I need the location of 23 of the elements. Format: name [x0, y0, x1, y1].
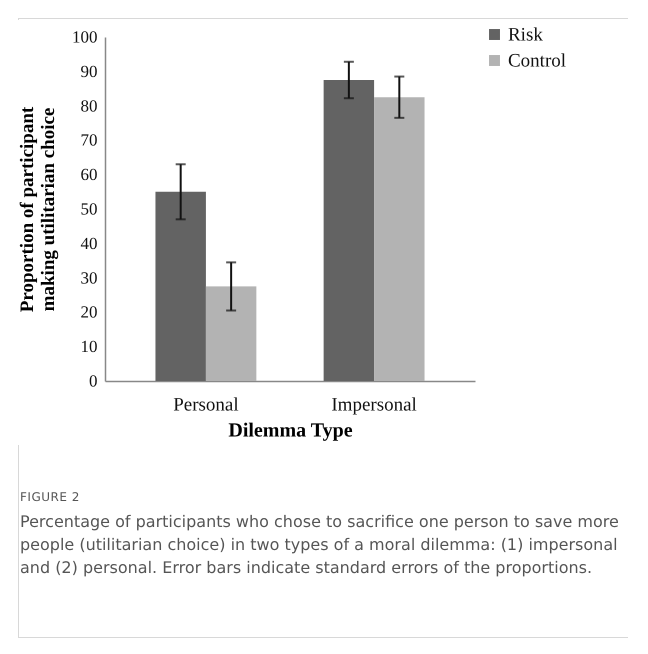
y-tick-label: 50 [80, 200, 98, 218]
y-tick-label: 70 [80, 130, 98, 150]
y-tick-label: 100 [72, 28, 98, 46]
x-axis-title: Dilemma Type [228, 420, 353, 442]
y-tick-label: 10 [80, 337, 98, 356]
caption: FIGURE 2 [20, 490, 81, 504]
y-tick-label: 60 [80, 165, 98, 184]
y-tick-label: 80 [80, 96, 98, 116]
legend-label: Control [508, 50, 566, 72]
y-tick-label: 20 [80, 302, 98, 322]
bar [324, 80, 374, 381]
y-tick-label: 30 [80, 268, 98, 288]
bar [155, 192, 206, 381]
y-axis-title: Proportion of participant making utilitarian choice [17, 106, 59, 312]
bar [206, 286, 256, 381]
x-tick-label: Personal [173, 394, 239, 416]
y-tick-label: 40 [80, 234, 98, 253]
x-tick-label: Impersonal [331, 394, 417, 416]
bar [374, 97, 425, 381]
y-tick-label: 0 [89, 372, 98, 390]
legend-label: Risk [508, 24, 544, 46]
y-tick-label: 90 [80, 62, 98, 81]
text: Percentage of participants who chose to sacrifice one person to save more people (utilitarian choice) in two types of a moral dilemma: (1) impersonal and (2) personal. Error bars indicate standard errors of the proportions. [20, 511, 620, 579]
